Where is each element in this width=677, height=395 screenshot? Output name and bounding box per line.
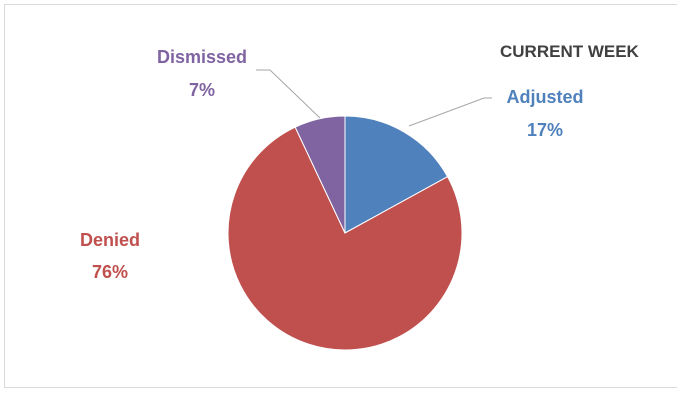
leader-line-adjusted [408,97,492,127]
slice-value-adjusted: 17% [527,120,563,140]
pie-slice-dismissed [294,115,346,234]
label-dismissed: Dismissed 7% [157,47,247,100]
pie-slice-adjusted [344,115,449,234]
label-denied: Denied 76% [80,230,140,282]
slice-value-denied: 76% [92,262,128,282]
leader-line-dismissed [256,69,321,119]
slice-value-dismissed: 7% [189,80,215,100]
slice-label-dismissed: Dismissed [157,47,247,67]
chart-title: CURRENT WEEK [500,42,640,61]
slice-label-adjusted: Adjusted [506,87,583,107]
pie-slices [227,115,463,351]
label-adjusted: Adjusted 17% [506,87,583,140]
leader-lines [256,69,492,127]
slice-label-denied: Denied [80,230,140,250]
pie-slice-denied [227,126,463,351]
